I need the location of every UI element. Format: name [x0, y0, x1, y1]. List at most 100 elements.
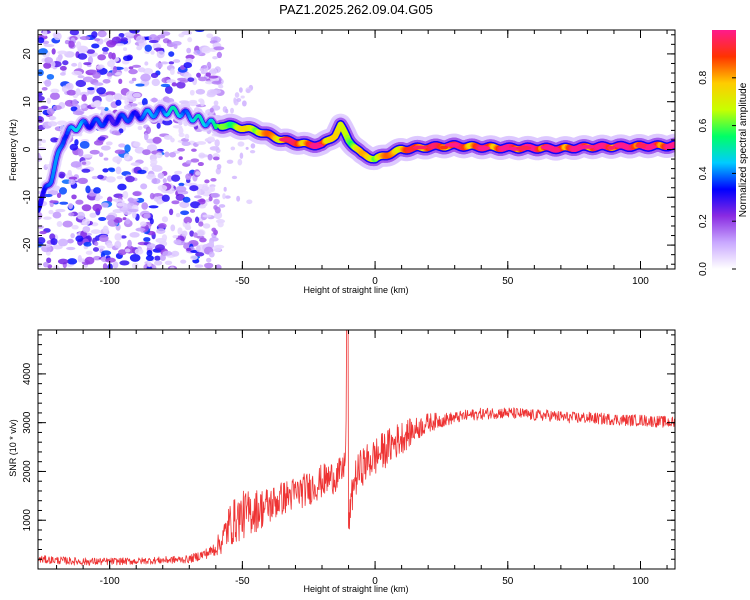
spectrogram-noise-blob: [75, 88, 81, 96]
spectrogram-noise-blob: [105, 257, 116, 263]
spectrogram-noise-blob: [57, 171, 66, 178]
spectrogram-noise-blob: [240, 95, 245, 99]
spectrogram-noise-blob: [140, 183, 148, 190]
spectrogram-noise-blob: [38, 48, 48, 55]
spectrogram-noise-blob: [134, 248, 144, 255]
y-tick-label: 20: [22, 48, 33, 60]
spectrogram-noise-blob: [184, 133, 190, 140]
spectrogram-noise-blob: [162, 177, 167, 184]
spectrogram-noise-blob: [199, 237, 207, 243]
spectrogram-noise-blob: [209, 146, 220, 151]
spectrogram-noise-blob: [44, 44, 55, 48]
spectrogram-noise-blob: [102, 263, 108, 269]
spectrogram-noise-blob: [122, 190, 129, 199]
spectrogram-noise-blob: [239, 152, 244, 159]
spectrogram-noise-blob: [182, 196, 191, 203]
spectrogram-noise-blob: [76, 41, 82, 50]
spectrogram-noise-blob: [213, 46, 225, 51]
spectrogram-noise-blob: [185, 173, 192, 181]
y-tick-label: 2000: [22, 460, 33, 483]
spectrogram-noise-blob: [226, 159, 234, 164]
spectrogram-noise-blob: [106, 196, 113, 203]
spectrogram-noise-blob: [62, 60, 69, 66]
spectrogram-noise-blob: [224, 195, 231, 199]
spectrogram-noise-blob: [112, 156, 123, 163]
spectrogram-noise-blob: [134, 146, 145, 154]
spectrogram-noise-blob: [79, 91, 90, 97]
spectrogram-noise-blob: [119, 260, 130, 266]
spectrogram-noise-blob: [38, 116, 44, 124]
spectrogram-noise-blob: [178, 126, 184, 135]
spectrogram-ridge-peak: [516, 145, 532, 150]
spectrogram-noise-blob: [159, 254, 166, 262]
spectrogram-noise-blob: [122, 47, 128, 52]
spectrogram-noise-blob: [52, 211, 62, 219]
spectrogram-noise-blob: [211, 80, 222, 85]
spectrogram-noise-blob: [97, 30, 107, 38]
spectrogram-noise-blob: [61, 85, 68, 93]
spectrogram-noise-blob: [177, 227, 183, 235]
spectrogram-noise-blob: [175, 185, 187, 193]
spectrogram-noise-blob: [215, 167, 221, 175]
spectrogram-noise-blob: [57, 258, 69, 265]
spectrogram-noise-blob: [81, 168, 91, 173]
spectrogram-noise-blob: [242, 100, 247, 107]
spectrogram-noise-blob: [198, 204, 206, 209]
spectrogram-noise-blob: [137, 169, 147, 174]
spectrogram-noise-blob: [237, 158, 243, 166]
spectrogram-noise-blob: [162, 250, 173, 256]
spectrogram-noise-blob: [101, 250, 112, 256]
spectrogram-noise-blob: [131, 210, 137, 219]
spectrogram-noise-blob: [156, 122, 161, 129]
spectrogram-noise-blob: [194, 264, 204, 268]
spectrogram-noise-blob: [143, 81, 150, 86]
spectrogram-noise-blob: [172, 59, 181, 63]
spectrogram-noise-blob: [133, 141, 141, 147]
spectrogram-noise-blob: [195, 252, 205, 257]
spectrogram-noise-blob: [108, 51, 113, 59]
figure-title: PAZ1.2025.262.09.04.G05: [279, 2, 433, 17]
spectrogram-noise-blob: [77, 177, 89, 185]
spectrogram-noise-blob: [38, 95, 45, 102]
spectrogram-ridge-peak: [613, 143, 626, 148]
spectrogram-noise-blob: [245, 88, 251, 93]
spectrogram-noise-blob: [145, 126, 152, 135]
spectrogram-noise-blob: [62, 220, 73, 228]
spectrogram-noise-blob: [194, 30, 205, 33]
spectrogram-noise-blob: [144, 132, 149, 141]
spectrogram-noise-blob: [72, 110, 84, 116]
spectrogram-noise-blob: [154, 255, 161, 261]
spectrogram-noise-blob: [92, 203, 103, 212]
spectrogram-noise-blob: [179, 201, 190, 209]
spectrogram-noise-blob: [69, 143, 79, 151]
spectrogram-noise-blob: [152, 136, 162, 144]
spectrogram-noise-blob: [156, 228, 166, 235]
spectrogram-noise-blob: [129, 232, 140, 238]
spectrogram-noise-blob: [143, 237, 151, 242]
spectrogram-noise-blob: [89, 212, 97, 218]
spectrogram-noise-blob: [87, 87, 96, 91]
spectrogram-noise-blob: [166, 79, 176, 84]
spectrogram-noise-blob: [93, 255, 102, 261]
spectrogram-noise-blob: [160, 83, 171, 88]
spectrogram-noise-blob: [114, 72, 123, 76]
spectrogram-noise-blob: [115, 99, 122, 106]
spectrogram-noise-blob: [112, 65, 118, 74]
spectrogram-noise-blob: [168, 61, 175, 65]
spectrogram-noise-blob: [114, 233, 122, 241]
spectrogram-noise-blob: [172, 235, 179, 239]
spectrogram-noise-blob: [67, 258, 78, 265]
spectrogram-ridge-peak: [278, 137, 291, 142]
spectrogram-noise-blob: [151, 78, 160, 87]
spectrogram-noise-blob: [38, 37, 45, 44]
spectrogram-noise-blob: [168, 51, 175, 57]
spectrogram-noise-blob: [206, 33, 214, 39]
spectrogram-ridge-peak: [580, 144, 595, 149]
spectrogram-noise-blob: [190, 255, 198, 261]
spectrogram-noise-blob: [70, 233, 75, 239]
spectrogram-noise-blob: [169, 151, 176, 158]
spectrogram-noise-blob: [81, 204, 92, 212]
spectrogram-noise-blob: [210, 89, 222, 94]
spectrogram-noise-blob: [225, 108, 229, 114]
spectrogram-noise-blob: [131, 77, 137, 82]
